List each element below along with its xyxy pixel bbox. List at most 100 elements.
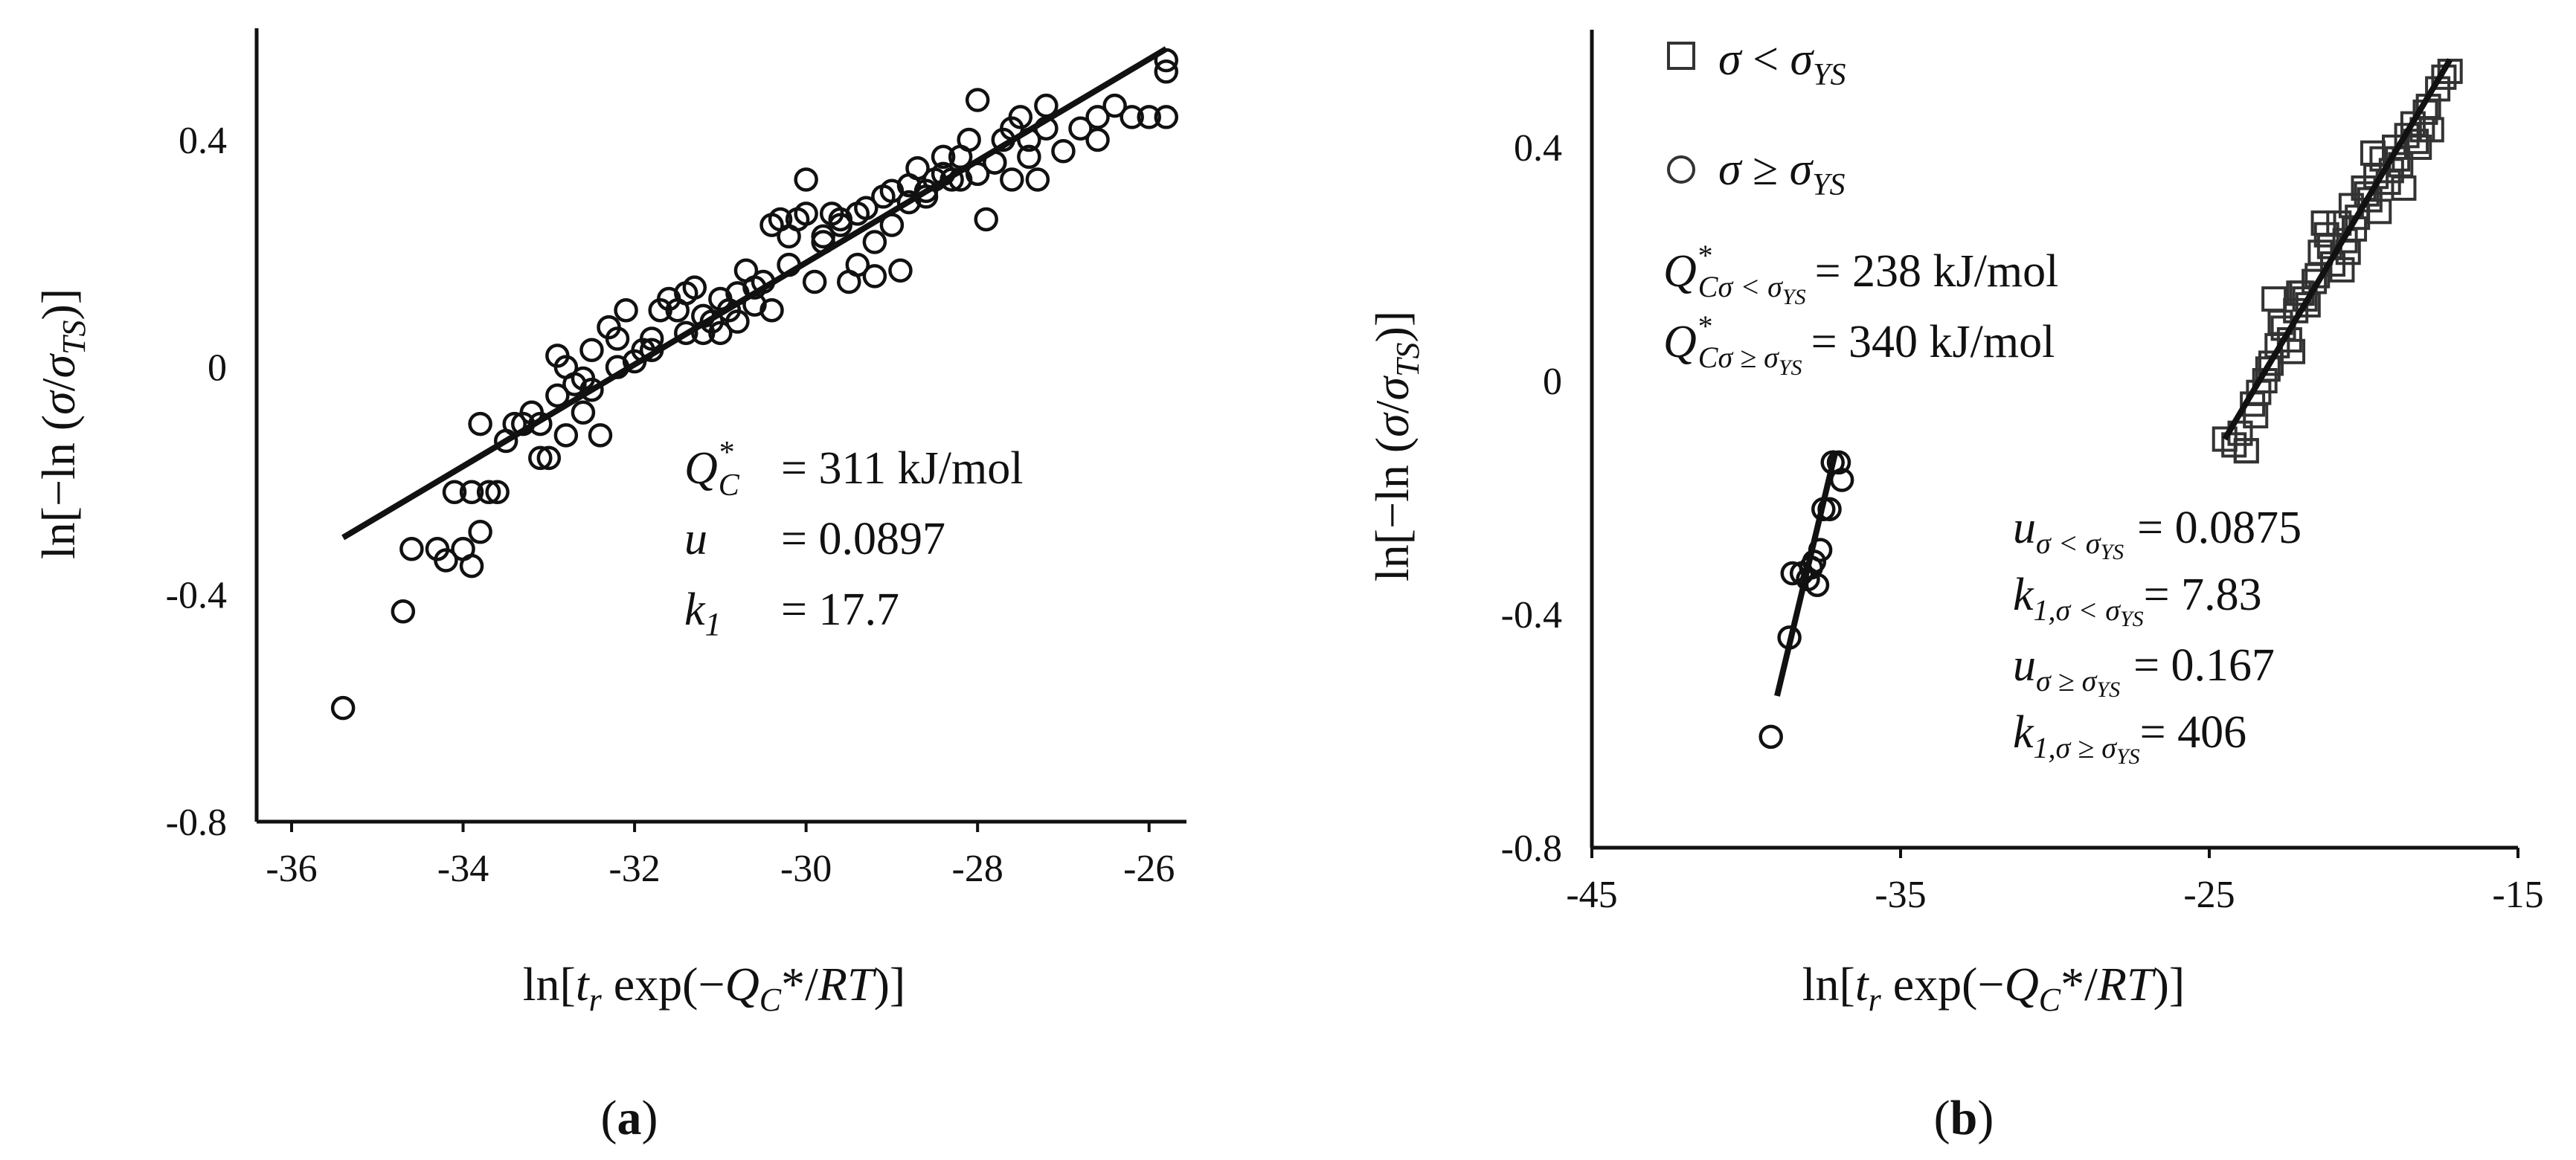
data-point-circle bbox=[391, 599, 416, 624]
panel-b-fit-line-above-ys bbox=[1774, 450, 1839, 697]
panel-b: -45 -35 -25 -15 -0.8 -0.4 0 0.4 ln[tr exp(−QC*… bbox=[1366, 30, 2544, 1145]
data-point-circle bbox=[579, 338, 604, 362]
data-point-circle bbox=[553, 355, 579, 379]
data-point-circle bbox=[459, 480, 484, 505]
legend-label-below-ys: σ < σYS bbox=[1718, 34, 1846, 92]
data-point-circle bbox=[905, 155, 930, 181]
panel-b-y-tick-label: 0.4 bbox=[1514, 127, 1562, 170]
data-point-circle bbox=[459, 553, 484, 579]
panel-a-anno-u: u = 0.0897 bbox=[684, 514, 945, 564]
data-point-circle bbox=[794, 202, 818, 226]
panel-a-y-tick-label: -0.8 bbox=[166, 802, 227, 844]
panel-b-y-axis-label: ln[−ln (σ/σTS)] bbox=[1366, 311, 1426, 581]
panel-a-x-tick-label: -26 bbox=[1123, 848, 1175, 890]
data-point-circle bbox=[579, 377, 604, 402]
data-point-circle bbox=[614, 298, 638, 323]
data-point-circle bbox=[442, 480, 467, 505]
data-point-circle bbox=[1000, 167, 1024, 192]
data-point-circle bbox=[957, 127, 981, 152]
panel-b-uk-annotations: uσ < σYS = 0.0875 k1,σ < σYS= 7.83 uσ ≥ σ… bbox=[2013, 503, 2302, 769]
panel-a-x-axis-label: ln[tr exp(−QC*/RT)] bbox=[523, 958, 905, 1018]
panel-b-fit-line-below-ys bbox=[2222, 58, 2453, 441]
data-point-circle bbox=[468, 520, 492, 544]
legend-label-above-ys: σ ≥ σYS bbox=[1718, 144, 1846, 202]
data-point-circle bbox=[828, 207, 852, 232]
panel-b-y-tick-label: 0 bbox=[1543, 361, 1562, 403]
panel-a-x-tick-label: -30 bbox=[780, 848, 832, 890]
data-point-circle bbox=[854, 196, 879, 220]
panel-a-label: (a) bbox=[601, 1091, 658, 1145]
data-point-circle bbox=[1154, 59, 1179, 84]
data-point-circle bbox=[434, 548, 458, 573]
panel-a-y-tick-label: 0 bbox=[208, 347, 227, 390]
data-point-circle bbox=[862, 230, 887, 254]
data-point-circle bbox=[708, 320, 733, 346]
data-point-circle bbox=[1034, 93, 1059, 118]
data-point-circle bbox=[571, 400, 596, 425]
panel-a-y-tick-label: -0.4 bbox=[166, 574, 227, 616]
data-point-circle bbox=[1051, 139, 1076, 164]
data-point-circle bbox=[1017, 144, 1041, 170]
panel-b-label: (b) bbox=[1934, 1091, 1994, 1145]
data-point-circle bbox=[965, 88, 990, 112]
data-point-circle bbox=[674, 320, 698, 346]
panel-a-anno-k1: k1 = 17.7 bbox=[684, 584, 899, 642]
data-point-circle bbox=[1025, 167, 1050, 192]
data-point-circle bbox=[1102, 93, 1127, 118]
data-point-circle bbox=[794, 167, 818, 192]
data-point-circle bbox=[468, 411, 492, 436]
data-point-circle bbox=[888, 258, 913, 283]
data-point-circle bbox=[536, 445, 562, 471]
data-point-circle bbox=[1758, 724, 1783, 750]
panel-b-y-tick-label: -0.8 bbox=[1501, 828, 1562, 870]
data-point-circle bbox=[1085, 127, 1110, 152]
data-point-circle bbox=[399, 536, 424, 561]
data-point-circle bbox=[528, 445, 553, 471]
data-point-square bbox=[2310, 210, 2336, 236]
panel-b-anno-k-above: k1,σ ≥ σYS= 406 bbox=[2013, 707, 2246, 769]
panel-b-y-tick-label: -0.4 bbox=[1501, 594, 1562, 637]
panel-a-x-tick-label: -32 bbox=[608, 848, 660, 890]
data-point-circle bbox=[759, 298, 784, 323]
panel-b-x-tick-label: -15 bbox=[2492, 874, 2543, 916]
data-point-square bbox=[2243, 403, 2269, 429]
panel-b-anno-q-above: Q* Cσ ≥ σYS= 340 kJ/mol bbox=[1663, 309, 2055, 380]
panel-b-anno-u-below: uσ < σYS = 0.0875 bbox=[2013, 503, 2302, 564]
data-point-circle bbox=[862, 264, 887, 289]
panel-b-x-tick-label: -35 bbox=[1875, 874, 1926, 916]
panel-b-x-tick-label: -25 bbox=[2183, 874, 2235, 916]
panel-b-x-tick-label: -45 bbox=[1566, 874, 1617, 916]
data-point-circle bbox=[553, 423, 579, 448]
data-point-circle bbox=[476, 480, 501, 505]
panel-a-x-tick-label: -34 bbox=[437, 848, 489, 890]
data-point-circle bbox=[605, 326, 630, 351]
data-point-circle bbox=[1826, 450, 1851, 475]
data-point-circle bbox=[1068, 116, 1093, 141]
data-point-square bbox=[2329, 257, 2355, 283]
legend-circle-marker bbox=[1667, 155, 1695, 184]
data-point-circle bbox=[725, 309, 750, 334]
data-point-circle bbox=[974, 207, 998, 232]
data-point-square bbox=[2261, 286, 2287, 312]
panel-b-anno-q-below: Q* Cσ < σYS= 238 kJ/mol bbox=[1663, 239, 2058, 309]
data-point-circle bbox=[588, 423, 613, 448]
panel-a-x-tick-label: -36 bbox=[266, 848, 317, 890]
data-point-circle bbox=[1137, 105, 1161, 129]
panel-a: -36 -34 -32 -30 -28 -26 -0.8 -0.4 0 0.4 ln[tr ex… bbox=[32, 28, 1186, 1145]
data-point-circle bbox=[485, 480, 510, 505]
data-point-square bbox=[2255, 356, 2281, 382]
data-point-circle bbox=[330, 695, 356, 721]
panel-a-x-tick-label: -28 bbox=[952, 848, 1003, 890]
data-point-circle bbox=[931, 144, 956, 170]
panel-a-anno-qc: Q* C = 311 kJ/mol bbox=[684, 436, 1023, 503]
panel-b-anno-k-below: k1,σ < σYS= 7.83 bbox=[2013, 570, 2262, 631]
data-point-circle bbox=[811, 224, 835, 249]
data-point-circle bbox=[1085, 105, 1110, 129]
panel-b-x-axis-label: ln[tr exp(−QC*/RT)] bbox=[1802, 958, 2185, 1018]
panel-a-y-tick-label: 0.4 bbox=[179, 120, 227, 162]
panel-b-q-annotations: Q* Cσ < σYS= 238 kJ/mol Q* Cσ ≥ σYS= 340 k… bbox=[1663, 239, 2058, 380]
panel-a-fit-line bbox=[341, 46, 1168, 541]
panel-a-y-axis-label: ln[−ln (σ/σTS)] bbox=[32, 289, 92, 559]
panel-b-anno-u-above: uσ ≥ σYS = 0.167 bbox=[2013, 640, 2275, 702]
data-point-square bbox=[2391, 175, 2417, 201]
